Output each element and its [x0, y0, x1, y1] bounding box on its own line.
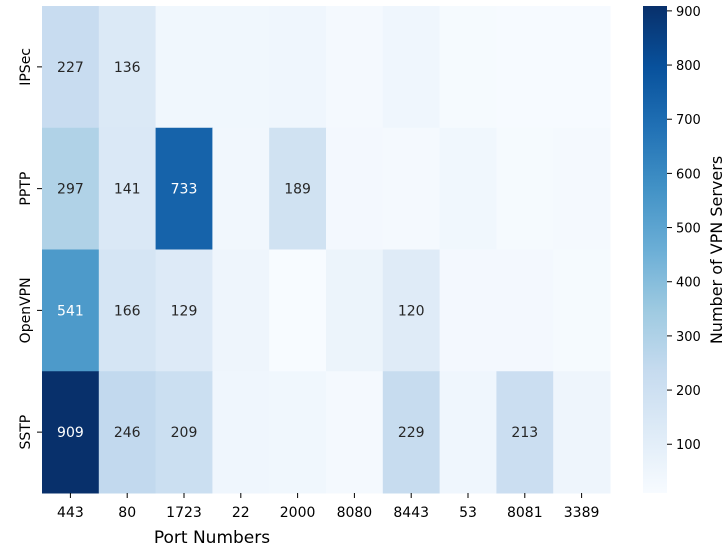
heatmap-cell [212, 249, 270, 372]
cell-value-label: 909 [57, 425, 84, 441]
x-axis-label: Port Numbers [154, 528, 270, 548]
heatmap-cell [382, 249, 441, 372]
heatmap-cell [42, 371, 100, 494]
heatmap-cell [42, 249, 100, 372]
heatmap-cell [382, 371, 441, 494]
heatmap-cell [269, 249, 327, 372]
x-tick-label: 22 [232, 505, 250, 521]
colorbar-tick-label: 500 [676, 222, 701, 237]
y-axis: IPSec PPTP OpenVPN SSTP [18, 48, 42, 450]
heatmap-cell [439, 371, 497, 494]
colorbar-gradient [643, 6, 667, 493]
heatmap-cell [155, 6, 213, 129]
x-tick-label: 2000 [280, 505, 316, 521]
cell-value-label: 213 [511, 425, 538, 441]
y-tick-label: IPSec [18, 48, 34, 86]
colorbar-tick-label: 700 [676, 113, 701, 128]
cell-value-label: 189 [284, 182, 311, 198]
colorbar-tick-label: 100 [676, 438, 701, 453]
heatmap-cell [98, 249, 157, 372]
heatmap-cell [496, 249, 554, 372]
heatmap-cell [496, 371, 554, 494]
cell-value-label: 246 [114, 425, 141, 441]
heatmap-cell [439, 127, 497, 250]
heatmap-grid [42, 6, 611, 494]
colorbar-tick-label: 800 [676, 59, 701, 74]
cell-value-label: 229 [398, 425, 425, 441]
heatmap-cell [212, 371, 270, 494]
heatmap-cell [326, 6, 384, 129]
x-tick-label: 8080 [337, 505, 373, 521]
y-tick-label: SSTP [18, 415, 34, 450]
heatmap-cell [155, 127, 213, 250]
heatmap-cell [553, 249, 611, 372]
cell-value-label: 209 [171, 425, 198, 441]
heatmap-cell [98, 371, 157, 494]
cell-annotations: 227 136 297 141 733 189 541 166 129 120 909 246 209 2… [57, 60, 538, 441]
colorbar-ticks: 100 200 300 400 500 600 700 800 900 [667, 5, 701, 453]
cell-value-label: 297 [57, 182, 84, 198]
heatmap-cell [553, 127, 611, 250]
y-tick-label: PPTP [18, 172, 34, 206]
heatmap-cell [326, 249, 384, 372]
heatmap-cell [496, 127, 554, 250]
cell-value-label: 166 [114, 303, 141, 319]
heatmap-cell [496, 6, 554, 129]
colorbar-tick-label: 600 [676, 167, 701, 182]
cell-value-label: 136 [114, 60, 141, 76]
heatmap-cell [155, 371, 213, 494]
cell-value-label: 733 [171, 182, 198, 198]
x-tick-label: 3389 [564, 505, 600, 521]
cell-value-label: 141 [114, 182, 141, 198]
heatmap-cell [326, 371, 384, 494]
x-tick-label: 53 [459, 505, 477, 521]
cell-value-label: 129 [171, 303, 198, 319]
x-tick-label: 8081 [507, 505, 543, 521]
colorbar-tick-label: 300 [676, 330, 701, 345]
heatmap-cell [269, 6, 327, 129]
cell-value-label: 541 [57, 303, 84, 319]
x-tick-label: 443 [57, 505, 84, 521]
x-axis: 443 80 1723 22 2000 8080 8443 53 8081 3389 [57, 493, 599, 521]
colorbar-tick-label: 200 [676, 384, 701, 399]
heatmap-cell [382, 127, 441, 250]
colorbar-label: Number of VPN Servers [707, 156, 726, 344]
heatmap-cell [439, 6, 497, 129]
heatmap-cell [212, 127, 270, 250]
x-tick-label: 1723 [166, 505, 202, 521]
cell-value-label: 120 [398, 303, 425, 319]
heatmap-cell [439, 249, 497, 372]
cell-value-label: 227 [57, 60, 84, 76]
colorbar-tick-label: 400 [676, 276, 701, 291]
heatmap-cell [212, 6, 270, 129]
heatmap-cell [382, 6, 441, 129]
heatmap-cell [269, 371, 327, 494]
x-tick-label: 8443 [393, 505, 429, 521]
heatmap-cell [98, 127, 157, 250]
x-tick-label: 80 [118, 505, 136, 521]
y-tick-label: OpenVPN [18, 277, 34, 343]
heatmap-cell [269, 127, 327, 250]
heatmap-cell [42, 127, 100, 250]
heatmap-cell [553, 371, 611, 494]
heatmap-cell [42, 6, 100, 129]
heatmap-cell [553, 6, 611, 129]
colorbar-tick-label: 900 [676, 5, 701, 20]
colorbar: 100 200 300 400 500 600 700 800 900 Number of VP… [643, 5, 726, 493]
heatmap-cell [98, 6, 157, 129]
heatmap-cell [155, 249, 213, 372]
heatmap-cell [326, 127, 384, 250]
